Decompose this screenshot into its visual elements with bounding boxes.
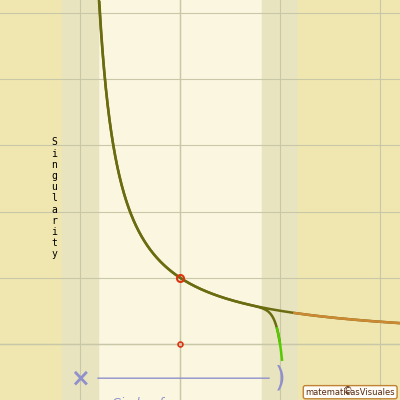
Text: ×: × — [70, 366, 90, 390]
Text: Circle of convergence: Circle of convergence — [112, 397, 248, 400]
Text: matematicasVisuales: matematicasVisuales — [305, 388, 395, 397]
Bar — [298, 0, 400, 400]
Text: ©: © — [343, 386, 353, 396]
Text: S
i
n
g
u
l
a
r
i
t
y: S i n g u l a r i t y — [51, 137, 57, 259]
Text: ): ) — [275, 364, 285, 392]
Bar — [262, 0, 298, 400]
Bar — [0, 0, 62, 400]
Bar — [62, 0, 98, 400]
